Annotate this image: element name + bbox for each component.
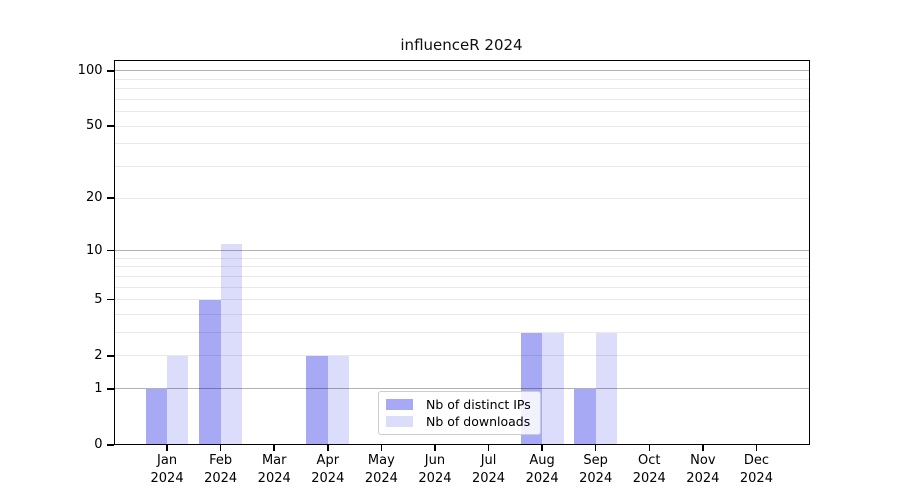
x-tick	[219, 445, 222, 451]
minor-gridline	[113, 197, 810, 199]
x-tick	[273, 445, 275, 451]
x-tick-label: Jan 2024	[150, 453, 184, 486]
y-tick	[106, 444, 114, 446]
y-tick-label: 2	[94, 347, 103, 363]
minor-gridline	[113, 88, 810, 90]
minor-gridline	[113, 355, 810, 357]
legend-label-downloads: Nb of downloads	[426, 414, 531, 429]
x-tick-label: Jul 2024	[471, 453, 506, 486]
y-tick-label: 0	[94, 437, 103, 452]
minor-gridline	[113, 299, 810, 301]
legend-label-distinct-ips: Nb of distinct IPs	[426, 397, 531, 412]
y-tick	[106, 125, 114, 127]
y-tick-label: 1	[94, 380, 103, 396]
x-tick	[648, 445, 651, 451]
y-tick-label: 100	[77, 62, 103, 78]
chart-title: influenceR 2024	[400, 36, 523, 54]
minor-gridline	[113, 286, 810, 288]
bar-distinct-ips-apr	[306, 355, 328, 445]
x-tick-label: Feb 2024	[204, 453, 238, 486]
legend-swatch-distinct-ips	[386, 399, 413, 410]
y-tick	[106, 355, 114, 357]
y-tick-label: 20	[85, 190, 103, 206]
major-gridline	[113, 250, 810, 252]
bar-downloads-sep	[595, 332, 618, 445]
y-tick-label: 10	[85, 242, 103, 258]
x-tick	[594, 445, 597, 451]
x-tick	[327, 445, 329, 451]
x-tick	[487, 445, 490, 451]
legend-item-downloads: Nb of downloads	[386, 414, 532, 429]
minor-gridline	[113, 98, 810, 100]
bar-distinct-ips-feb	[199, 299, 221, 445]
y-tick	[106, 298, 114, 301]
x-tick-label: Dec 2024	[739, 453, 773, 486]
x-tick-label: May 2024	[364, 453, 398, 486]
minor-gridline	[113, 266, 810, 268]
y-tick-label: 50	[85, 118, 103, 134]
minor-gridline	[113, 111, 810, 113]
x-tick	[541, 445, 543, 451]
minor-gridline	[113, 257, 810, 259]
minor-gridline	[113, 332, 810, 334]
minor-gridline	[113, 166, 810, 168]
y-tick-label: 5	[94, 291, 103, 307]
x-tick-label: Nov 2024	[686, 453, 720, 486]
minor-gridline	[113, 314, 810, 315]
y-tick	[106, 388, 114, 390]
minor-gridline	[113, 78, 810, 80]
y-tick	[106, 249, 114, 252]
x-tick-label: Apr 2024	[311, 453, 345, 486]
legend: Nb of distinct IPs Nb of downloads	[378, 391, 541, 435]
x-tick	[380, 445, 383, 451]
bar-downloads-apr	[327, 355, 350, 445]
bar-distinct-ips-sep	[574, 388, 596, 445]
bar-downloads-feb	[220, 243, 243, 445]
x-tick-label: Jun 2024	[418, 453, 452, 486]
y-tick	[106, 70, 114, 72]
x-tick	[755, 445, 758, 451]
x-tick-label: Oct 2024	[632, 453, 666, 486]
x-tick	[434, 445, 436, 451]
x-tick	[702, 445, 704, 451]
bar-downloads-jan	[167, 355, 189, 445]
bar-distinct-ips-jan	[145, 388, 168, 445]
legend-swatch-downloads	[386, 416, 413, 427]
y-tick	[106, 197, 114, 199]
x-tick-label: Mar 2024	[257, 453, 291, 486]
x-tick-label: Aug 2024	[525, 453, 559, 486]
legend-item-distinct-ips: Nb of distinct IPs	[386, 397, 532, 412]
x-tick	[166, 445, 168, 451]
bar-downloads-aug	[542, 332, 564, 445]
minor-gridline	[113, 275, 810, 277]
x-tick-label: Sep 2024	[579, 453, 613, 486]
major-gridline	[113, 388, 810, 390]
minor-gridline	[113, 125, 810, 127]
major-gridline	[113, 70, 810, 72]
minor-gridline	[113, 143, 810, 145]
